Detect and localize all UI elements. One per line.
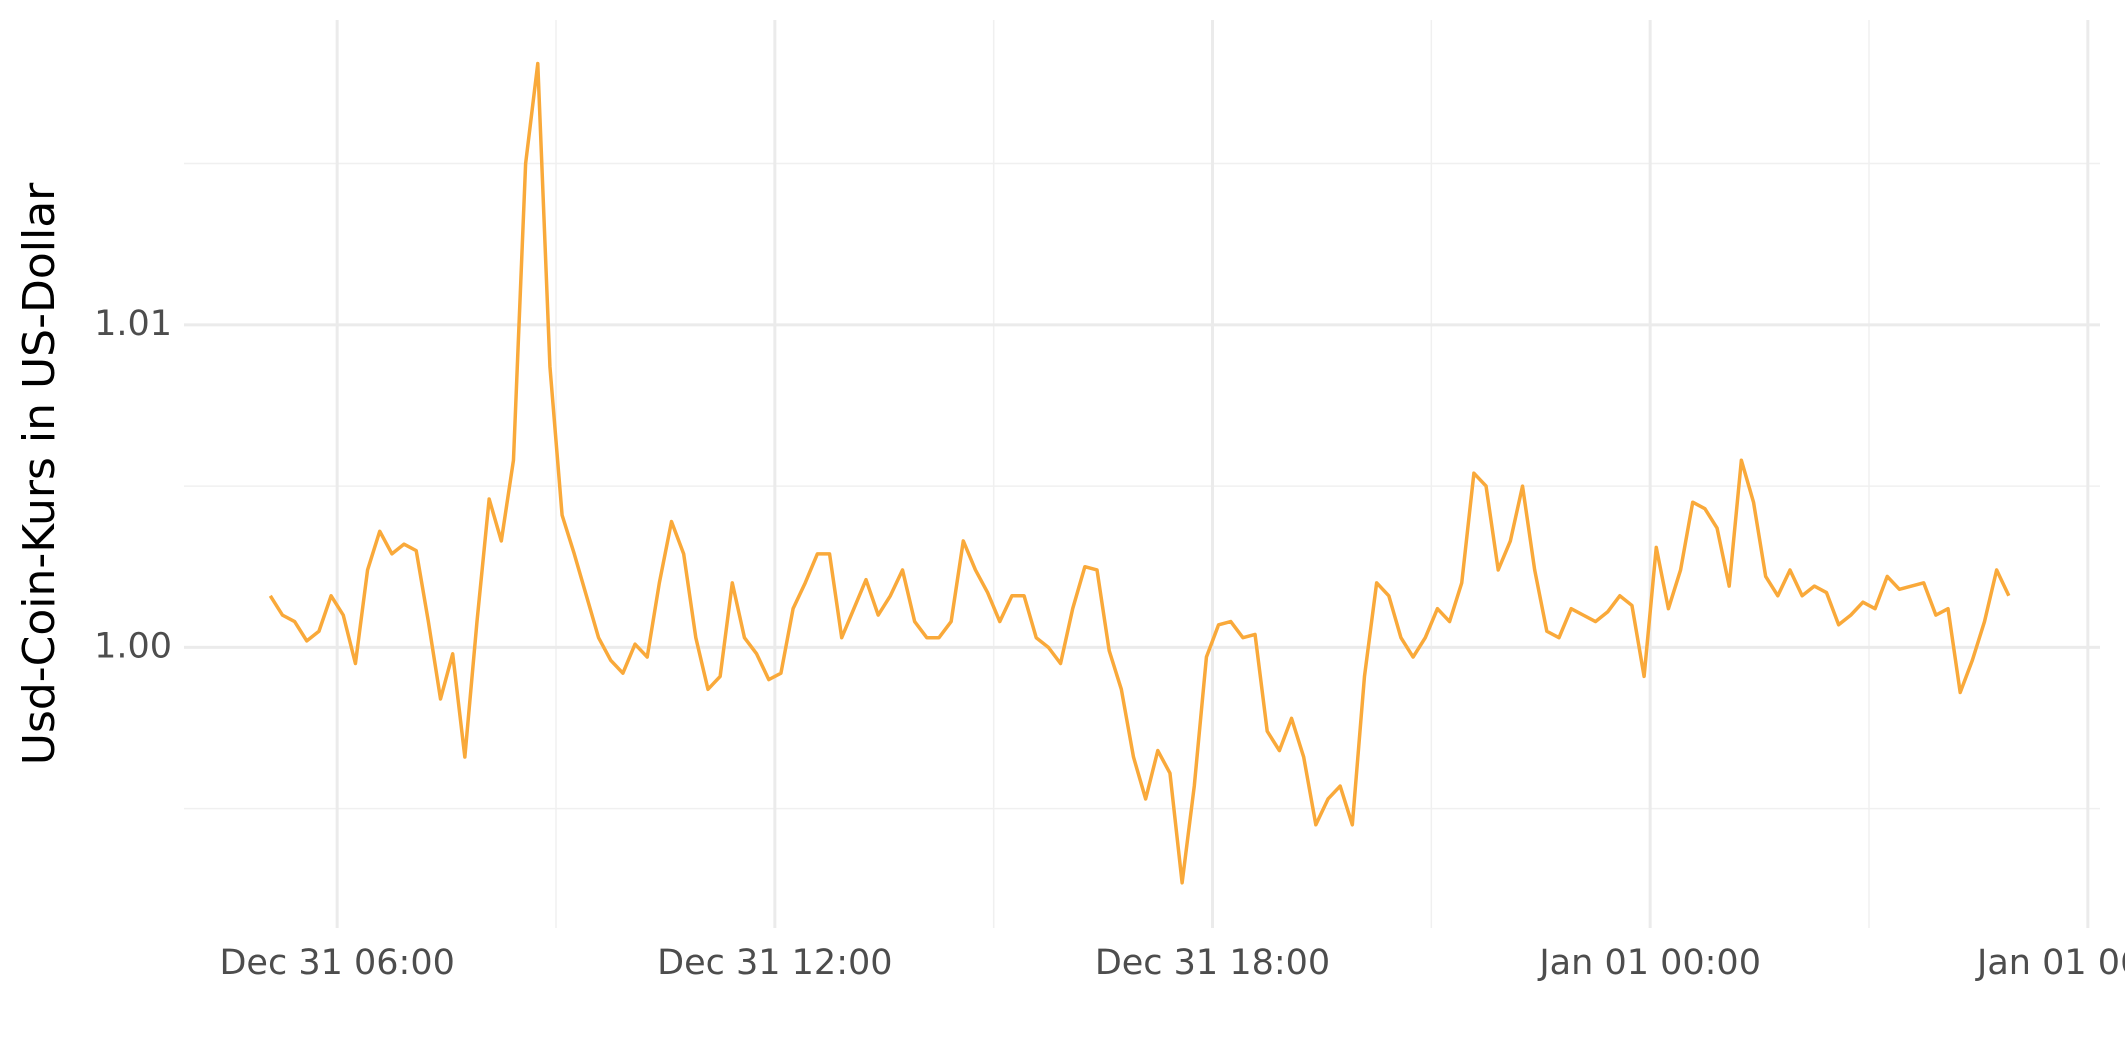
y-tick-label: 1.00 [94, 626, 172, 666]
y-axis-title: Usd-Coin-Kurs in US-Dollar [14, 182, 65, 765]
y-tick-label: 1.01 [94, 304, 172, 344]
x-tick-label: Dec 31 12:00 [657, 943, 892, 983]
x-tick-label: Dec 31 18:00 [1095, 943, 1330, 983]
x-tick-label: Jan 01 06:00 [1975, 943, 2125, 983]
price-line [268, 61, 2011, 885]
x-tick-label: Jan 01 00:00 [1537, 943, 1761, 983]
x-tick-label: Dec 31 06:00 [219, 943, 454, 983]
